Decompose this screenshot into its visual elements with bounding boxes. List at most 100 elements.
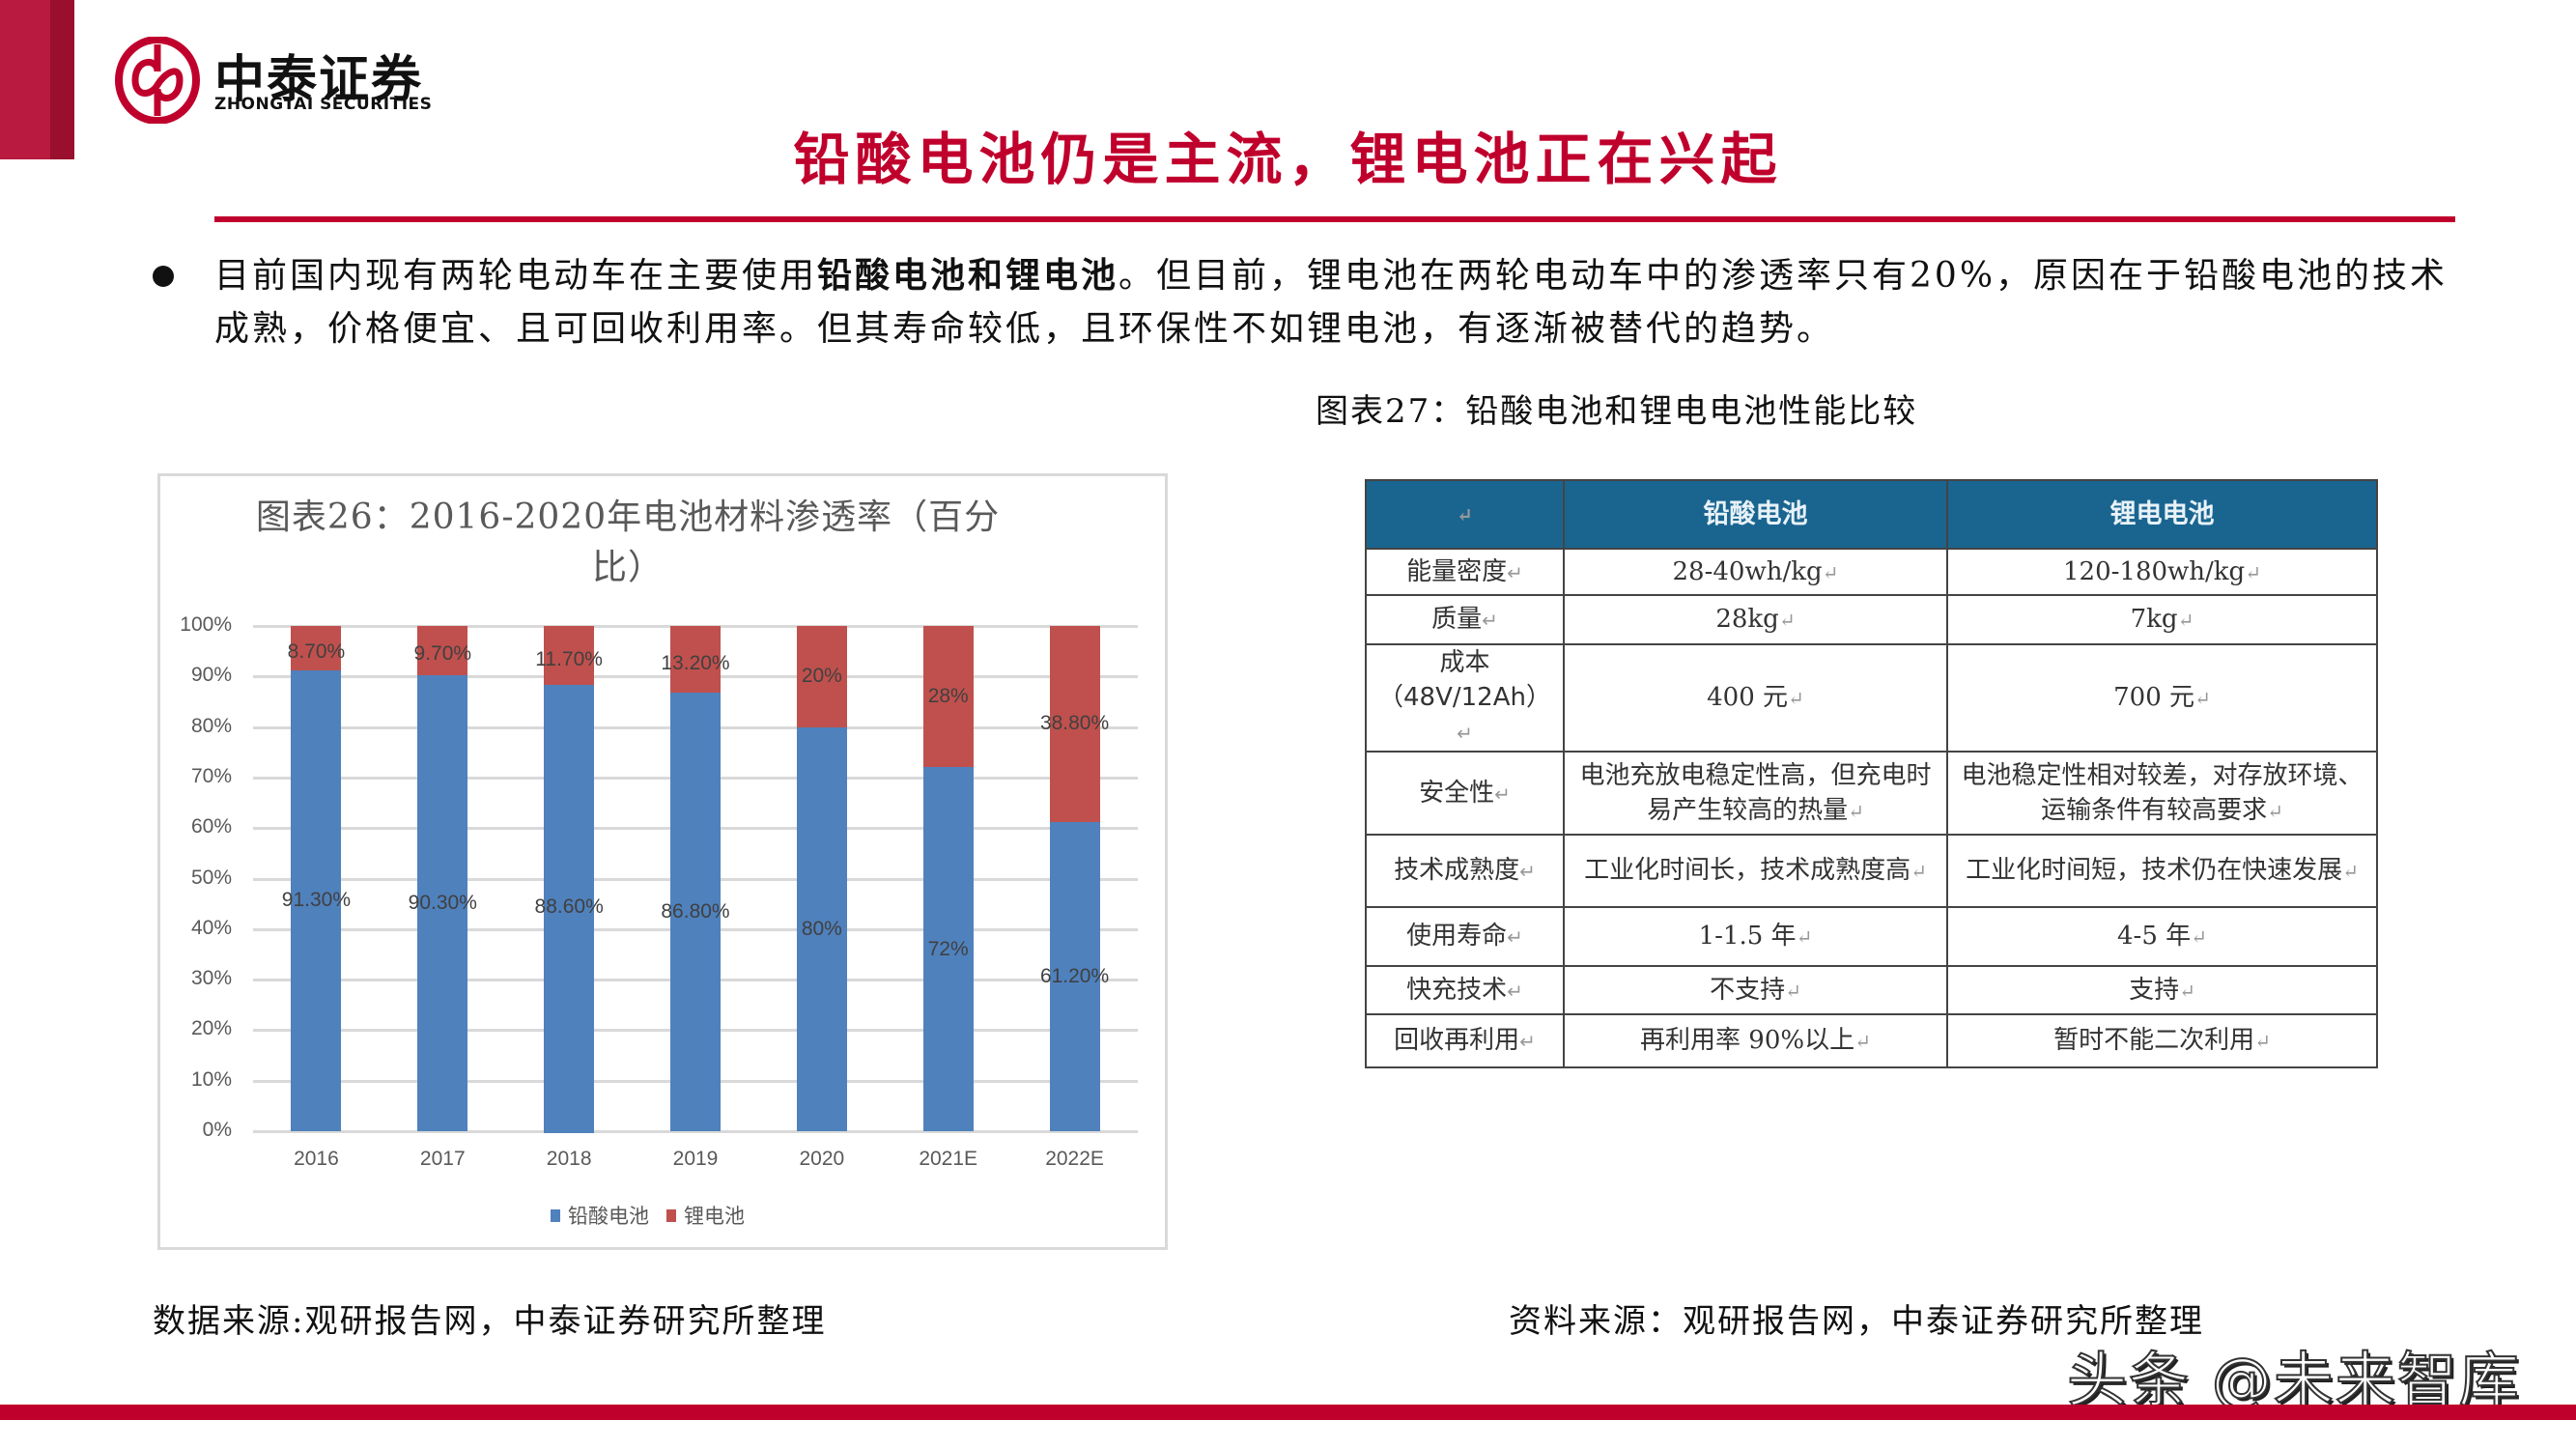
row-header-cell: 成本（48V/12Ah） ↵ — [1365, 643, 1565, 753]
bar-segment-lead-acid — [1049, 821, 1100, 1131]
bar-segment-lithium — [922, 626, 974, 768]
watermark: 头条 @未来智库 — [2066, 1344, 2521, 1416]
data-label-lithium: 11.70% — [535, 647, 603, 670]
legend-swatch-lead-acid — [551, 1208, 560, 1222]
bullet-dot-icon — [153, 266, 174, 287]
row-header-cell: 使用寿命↵ — [1365, 906, 1565, 967]
table-row: 使用寿命↵ 1-1.5 年↵ 4-5 年↵ — [1365, 906, 2378, 967]
y-axis-tick-label: 60% — [190, 815, 232, 838]
cell-text: 电池稳定性相对较差，对存放环境、运输条件有较高要求 — [1961, 760, 2364, 825]
lead-acid-cell: 工业化时间长，技术成熟度高↵ — [1562, 834, 1948, 908]
bar-segment-lithium — [417, 626, 468, 675]
y-axis-tick-label: 90% — [190, 664, 232, 687]
cell-text: 4-5 年 — [2117, 922, 2192, 951]
legend-swatch-lithium — [666, 1208, 676, 1222]
x-axis-tick-label: 2020 — [799, 1148, 845, 1170]
x-axis-tick-label: 2022E — [1045, 1148, 1104, 1170]
table-header-row: ↵ 铅酸电池 锂电电池 — [1365, 479, 2378, 550]
return-mark-icon: ↵ — [1854, 1030, 1871, 1053]
lead-acid-cell: 不支持↵ — [1562, 965, 1948, 1015]
header-accent-bar-dark — [50, 0, 74, 159]
x-axis-tick-label: 2017 — [419, 1148, 466, 1170]
cell-text: 工业化时间长，技术成熟度高 — [1584, 856, 1911, 885]
data-label-lithium: 9.70% — [413, 642, 472, 666]
table-row: 成本（48V/12Ah）↵ 400 元↵ 700 元↵ — [1365, 643, 2378, 753]
cell-text: 回收再利用 — [1394, 1026, 1520, 1055]
lithium-cell: 700 元↵ — [1945, 643, 2378, 753]
chart-source-note: 数据来源:观研报告网，中泰证券研究所整理 — [153, 1302, 827, 1341]
header-accent-bar — [0, 0, 50, 159]
lithium-cell: 电池稳定性相对较差，对存放环境、运输条件有较高要求↵ — [1945, 751, 2378, 836]
return-mark-icon: ↵ — [1519, 1030, 1536, 1053]
x-axis-tick-label: 2019 — [672, 1148, 719, 1170]
row-header-cell: 技术成熟度↵ — [1365, 834, 1565, 908]
table-row: 技术成熟度↵ 工业化时间长，技术成熟度高↵ 工业化时间短，技术仍在快速发展↵ — [1365, 834, 2378, 908]
lead-acid-cell: 1-1.5 年↵ — [1562, 906, 1948, 967]
bar-segment-lithium — [291, 626, 342, 670]
cell-text: 能量密度 — [1406, 556, 1508, 586]
data-label-lithium: 8.70% — [287, 639, 346, 663]
cell-text: 28kg — [1715, 605, 1779, 634]
data-label-lithium: 13.20% — [661, 651, 730, 674]
stacked-bar-2022E — [1049, 626, 1100, 1131]
return-mark-icon: ↵ — [1507, 925, 1523, 949]
row-header-cell: 回收再利用↵ — [1365, 1013, 1565, 1068]
stacked-bar-2016 — [291, 626, 342, 1131]
return-mark-icon: ↵ — [1457, 503, 1473, 526]
return-mark-icon: ↵ — [2194, 687, 2211, 710]
summary-text: 目前国内现有两轮电动车在主要使用 — [214, 256, 818, 296]
footer-bar — [0, 1405, 2576, 1420]
cell-text: 暂时不能二次利用 — [2053, 1026, 2255, 1055]
legend-label-lithium: 锂电池 — [684, 1205, 745, 1228]
data-label-lead-acid: 88.60% — [534, 895, 604, 919]
lead-acid-cell: 电池充放电稳定性高，但充电时易产生较高的热量↵ — [1562, 751, 1948, 836]
data-label-lead-acid: 80% — [801, 917, 842, 940]
cell-text: 安全性 — [1419, 778, 1495, 808]
stacked-bar-2021E — [922, 626, 974, 1131]
chart-frame — [157, 473, 1168, 1250]
return-mark-icon: ↵ — [1788, 687, 1804, 710]
y-axis-tick-label: 30% — [190, 967, 232, 990]
table-row: 回收再利用↵ 再利用率 90%以上↵ 暂时不能二次利用↵ — [1365, 1013, 2378, 1068]
bar-segment-lithium — [1049, 626, 1100, 822]
table-header-lithium: 锂电电池 — [1945, 479, 2378, 550]
data-label-lead-acid: 90.30% — [408, 891, 477, 914]
return-mark-icon: ↵ — [2179, 979, 2195, 1003]
return-mark-icon: ↵ — [1796, 925, 1813, 949]
cell-text: 电池充放电稳定性高，但充电时易产生较高的热量 — [1579, 760, 1932, 825]
x-axis-tick-label: 2018 — [546, 1148, 592, 1170]
page-title: 铅酸电池仍是主流，锂电池正在兴起 — [793, 127, 1783, 192]
return-mark-icon: ↵ — [1822, 560, 1839, 584]
header-label: 锂电电池 — [2109, 498, 2215, 529]
return-mark-icon: ↵ — [2254, 1030, 2271, 1053]
return-mark-icon: ↵ — [2342, 860, 2359, 883]
return-mark-icon: ↵ — [2191, 925, 2207, 949]
cell-text: 质量 — [1431, 605, 1483, 634]
cell-text: 支持 — [2129, 975, 2180, 1005]
data-label-lithium: 20% — [801, 665, 842, 688]
bar-segment-lead-acid — [922, 767, 974, 1131]
bar-segment-lead-acid — [796, 726, 847, 1131]
data-label-lead-acid: 91.30% — [281, 889, 352, 912]
y-axis-tick-label: 80% — [190, 714, 232, 737]
return-mark-icon: ↵ — [1519, 860, 1536, 883]
data-label-lithium: 28% — [927, 685, 969, 708]
cell-text: 快充技术 — [1406, 975, 1508, 1005]
bar-segment-lithium — [544, 626, 595, 686]
lithium-cell: 工业化时间短，技术仍在快速发展↵ — [1945, 834, 2378, 908]
return-mark-icon: ↵ — [1778, 609, 1796, 632]
y-axis-tick-label: 100% — [180, 613, 232, 636]
bar-segment-lead-acid — [291, 669, 342, 1131]
stacked-bar-2019 — [670, 626, 721, 1131]
cell-text: 7kg — [2130, 605, 2178, 634]
return-mark-icon: ↵ — [1494, 781, 1511, 806]
lead-acid-cell: 28kg↵ — [1562, 594, 1948, 645]
table-row: 快充技术↵ 不支持↵ 支持↵ — [1365, 965, 2378, 1015]
y-axis-tick-label: 70% — [190, 764, 232, 787]
gridline — [253, 1130, 1138, 1133]
cell-text: 400 元 — [1707, 683, 1789, 712]
lead-acid-cell: 再利用率 90%以上↵ — [1562, 1013, 1948, 1068]
bar-segment-lead-acid — [417, 674, 468, 1131]
chart-legend: 铅酸电池 锂电池 — [551, 1201, 745, 1230]
zhongtai-logo-icon — [115, 37, 200, 124]
